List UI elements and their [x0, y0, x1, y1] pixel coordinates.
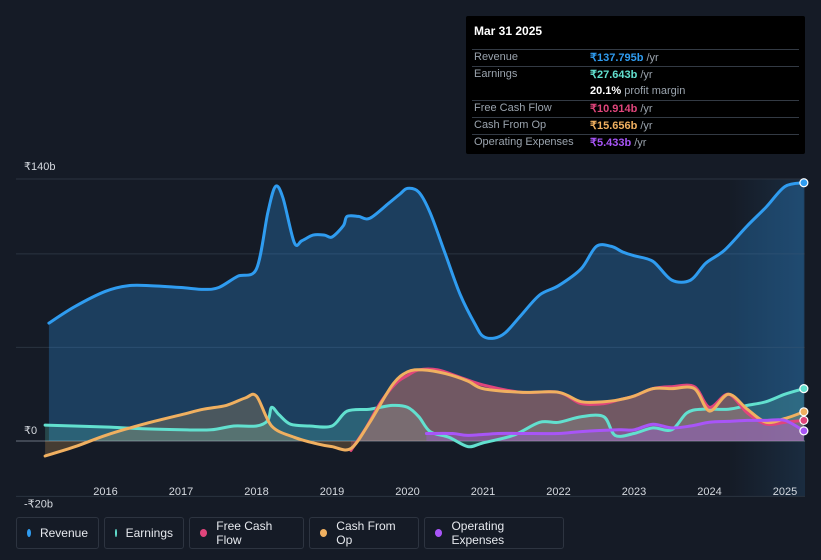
tooltip-value: 20.1% profit margin: [590, 85, 686, 97]
free-cash-flow-area: [350, 369, 804, 451]
y-tick-label: ₹0: [24, 425, 37, 437]
revenue-line: [47, 181, 806, 340]
legend-revenue[interactable]: Revenue: [16, 517, 99, 549]
legend-dot-icon: [320, 529, 328, 537]
y-tick-label: -₹20b: [24, 498, 53, 510]
tooltip-row-cash-from-op: Cash From Op ₹15.656b/yr: [466, 117, 805, 134]
tooltip-row-free-cash-flow: Free Cash Flow ₹10.914b/yr: [466, 100, 805, 117]
tooltip-row-revenue: Revenue ₹137.795b/yr: [466, 49, 805, 66]
cash-from-op-end-marker: [799, 407, 809, 417]
tooltip-value: ₹15.656b/yr: [590, 120, 653, 132]
revenue-end-marker: [799, 178, 809, 188]
data-tooltip: Mar 31 2025 Revenue ₹137.795b/yr Earning…: [466, 16, 805, 154]
x-tick-label: 2025: [773, 486, 797, 498]
legend-label: Earnings: [125, 526, 173, 540]
y-axis-labels: ₹140b ₹0 -₹20b: [24, 161, 55, 510]
legend-dot-icon: [27, 529, 31, 537]
tooltip-divider: [472, 134, 799, 135]
cash-from-op-line: [43, 368, 806, 458]
x-tick-label: 2017: [169, 486, 193, 498]
series-areas: [45, 182, 804, 456]
y-tick-label: ₹140b: [24, 161, 55, 173]
series-lines: [43, 181, 806, 458]
legend-label: Revenue: [39, 526, 88, 540]
legend-dot-icon: [200, 529, 208, 537]
tooltip-row-earnings: Earnings ₹27.643b/yr: [466, 66, 805, 83]
tooltip-label: Revenue: [474, 51, 519, 63]
x-tick-label: 2023: [622, 486, 646, 498]
tooltip-value: ₹10.914b/yr: [590, 103, 653, 115]
operating-expenses-line: [424, 418, 806, 437]
earnings-end-marker: [799, 384, 809, 394]
tooltip-label: Operating Expenses: [474, 136, 574, 148]
free-cash-flow-end-marker: [799, 415, 809, 426]
legend-label: Operating Expenses: [451, 519, 505, 547]
tooltip-divider: [472, 49, 799, 50]
x-tick-label: 2024: [697, 486, 721, 498]
x-tick-label: 2021: [471, 486, 495, 498]
tooltip-divider: [472, 117, 799, 118]
legend-earnings[interactable]: Earnings: [104, 517, 184, 549]
operating-expenses-end-marker: [799, 426, 809, 436]
tooltip-value: ₹27.643b/yr: [590, 69, 653, 81]
tooltip-value: ₹137.795b/yr: [590, 52, 659, 64]
tooltip-row-operating-expenses: Operating Expenses ₹5.433b/yr: [466, 134, 805, 151]
tooltip-divider: [472, 100, 799, 101]
gridlines: [16, 178, 805, 497]
legend-dot-icon: [115, 529, 117, 537]
legend-free-cash-flow[interactable]: Free Cash Flow: [189, 517, 304, 549]
revenue-area: [48, 182, 804, 441]
legend-cash-from-op[interactable]: Cash From Op: [309, 517, 419, 549]
legend-operating-expenses[interactable]: Operating Expenses: [424, 517, 564, 549]
tooltip-label: Free Cash Flow: [474, 102, 552, 114]
x-tick-label: 2019: [320, 486, 344, 498]
legend-dot-icon: [435, 529, 443, 537]
x-tick-label: 2016: [93, 486, 117, 498]
tooltip-row-profit-margin: 20.1% profit margin: [466, 83, 805, 100]
x-axis-labels: 2016 2017 2018 2019 2020 2021 2022 2023 2024 2025: [93, 486, 797, 498]
earnings-area: [45, 388, 804, 447]
tooltip-label: Cash From Op: [474, 119, 547, 131]
legend-label: Free Cash Flow: [216, 519, 273, 547]
x-tick-label: 2022: [546, 486, 570, 498]
x-tick-label: 2018: [244, 486, 268, 498]
tooltip-label: Earnings: [474, 68, 518, 80]
tooltip-divider: [472, 66, 799, 67]
x-tick-label: 2020: [395, 486, 419, 498]
end-markers: [799, 178, 809, 436]
tooltip-value: ₹5.433b/yr: [590, 137, 647, 149]
legend-label: Cash From Op: [336, 519, 396, 547]
tooltip-date: Mar 31 2025: [474, 24, 543, 38]
